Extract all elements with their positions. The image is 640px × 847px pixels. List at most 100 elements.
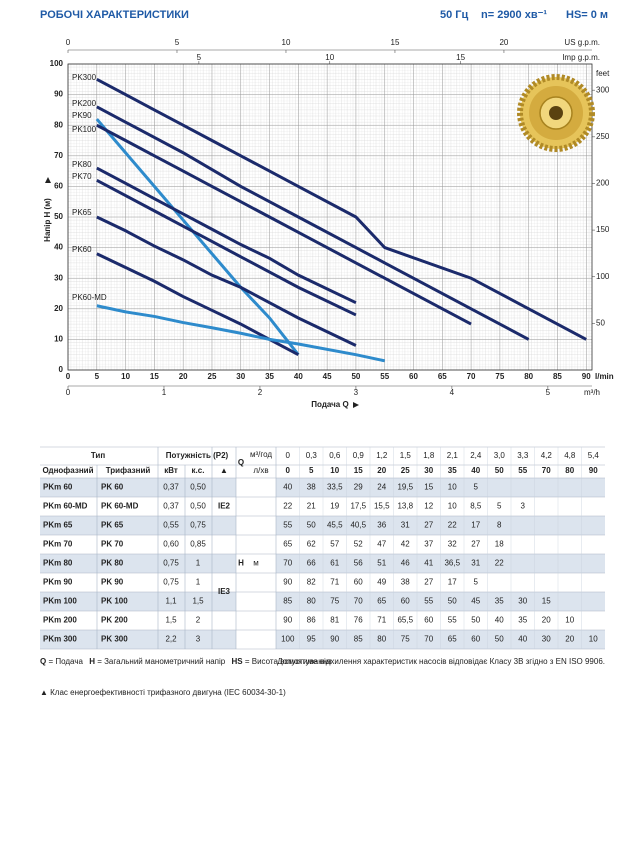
table-cell: 86 [307, 616, 316, 625]
table-cell: 4,2 [541, 451, 553, 460]
table-cell: 60 [401, 597, 410, 606]
table-cell: 20 [542, 616, 551, 625]
table-cell: 27 [424, 578, 433, 587]
curve-label: PK60 [72, 245, 92, 254]
table-cell: 1,2 [376, 451, 388, 460]
table-cell: 0,37 [163, 502, 179, 511]
y-tick-label: 30 [54, 273, 63, 282]
table-cell: 3,0 [494, 451, 506, 460]
table-cell: H [238, 559, 244, 568]
table-cell: 15 [354, 466, 363, 475]
table-cell: 65,5 [397, 616, 413, 625]
table-cell: 80 [377, 635, 386, 644]
table-cell: 10 [448, 483, 457, 492]
table-cell: 40 [283, 483, 292, 492]
ie-note: ▲ Клас енергоефективності трифазного дви… [40, 688, 286, 697]
tick-label: 20 [499, 38, 508, 47]
row-shade [40, 630, 236, 649]
table-cell: 0,75 [190, 521, 206, 530]
table-cell: 2,2 [165, 635, 177, 644]
tick-label: 0 [66, 388, 71, 397]
table-cell: 15,5 [374, 502, 390, 511]
table-cell: 25 [401, 466, 410, 475]
table-cell: IE3 [218, 587, 231, 596]
table-cell: 29 [354, 483, 363, 492]
table-cell: 40 [495, 616, 504, 625]
curve [96, 304, 386, 363]
y-tick-label: 50 [54, 212, 63, 221]
table-cell: 35 [495, 597, 504, 606]
x-tick-label: 40 [294, 372, 303, 381]
table-cell: PK 80 [101, 559, 124, 568]
table-cell: 71 [377, 616, 386, 625]
table-cell: 45,5 [327, 521, 343, 530]
tick-label: 5 [197, 53, 202, 62]
y-tick-label: 80 [54, 120, 63, 129]
table-cell: 47 [377, 540, 386, 549]
tick-label: 10 [282, 38, 291, 47]
table-cell: 50 [495, 466, 504, 475]
y-tick-label: 60 [54, 182, 63, 191]
tick-label: 100 [596, 272, 610, 281]
curve [96, 105, 530, 341]
table-cell: м [253, 559, 259, 568]
table-cell: PK 90 [101, 578, 124, 587]
table-cell: PK 60 [101, 483, 124, 492]
table-cell: 65 [377, 597, 386, 606]
table-cell: 5 [309, 466, 314, 475]
table-cell: PK 100 [101, 597, 128, 606]
table-cell: 8,5 [470, 502, 482, 511]
table-cell: 17 [471, 521, 480, 530]
table-cell: PK 60-MD [101, 502, 139, 511]
row-shade [40, 516, 236, 535]
row-shade [40, 554, 236, 573]
table-cell: 40 [471, 466, 480, 475]
curve-label: PK60-MD [72, 293, 107, 302]
table-cell: 0,9 [353, 451, 365, 460]
table-cell: 52 [354, 540, 363, 549]
curve [95, 118, 300, 356]
tick-label: 250 [596, 132, 610, 141]
table-cell: PKm 80 [43, 559, 73, 568]
table-cell: PK 200 [101, 616, 128, 625]
curve [96, 178, 357, 317]
table-cell: л/хв [253, 466, 268, 475]
table-cell: 1,1 [165, 597, 177, 606]
table-cell: 40 [518, 635, 527, 644]
axis-unit: US g.p.m. [564, 38, 600, 47]
table-cell: 0,85 [190, 540, 206, 549]
table-cell: 36,5 [444, 559, 460, 568]
y-tick-label: 100 [50, 59, 64, 68]
table-cell: 10 [330, 466, 339, 475]
table-cell: 1,5 [192, 597, 204, 606]
table-cell: 22 [283, 502, 292, 511]
table: Тип Потужність (P2) Однофазний Трифазний кВт… [40, 446, 605, 650]
table-cell: 55 [448, 616, 457, 625]
table-cell: 2,1 [447, 451, 459, 460]
table-cell: 20 [377, 466, 386, 475]
table-cell: PK 70 [101, 540, 124, 549]
table-cell: 0,50 [190, 483, 206, 492]
table-cell: 71 [330, 578, 339, 587]
x-tick-label: 25 [208, 372, 217, 381]
tick-label: 200 [596, 179, 610, 188]
y-tick-label: 10 [54, 335, 63, 344]
x-unit: l/min [595, 372, 614, 381]
tick-label: 0 [66, 38, 71, 47]
table-cell: 3 [521, 502, 526, 511]
table-cell: 10 [589, 635, 598, 644]
table-cell: PKm 200 [43, 616, 77, 625]
table-cell: 70 [354, 597, 363, 606]
table-cell: 70 [283, 559, 292, 568]
table-cell: 45 [471, 597, 480, 606]
table-cell: Трифазний [106, 466, 151, 475]
table-cell: 90 [330, 635, 339, 644]
curve [96, 215, 357, 347]
table-cell: 0,50 [190, 502, 206, 511]
y-arrow [45, 177, 51, 183]
plot-frame [67, 63, 593, 371]
curve-label: PK100 [72, 125, 97, 134]
table-cell: PKm 90 [43, 578, 73, 587]
table-cell: 27 [471, 540, 480, 549]
table-cell: 75 [401, 635, 410, 644]
